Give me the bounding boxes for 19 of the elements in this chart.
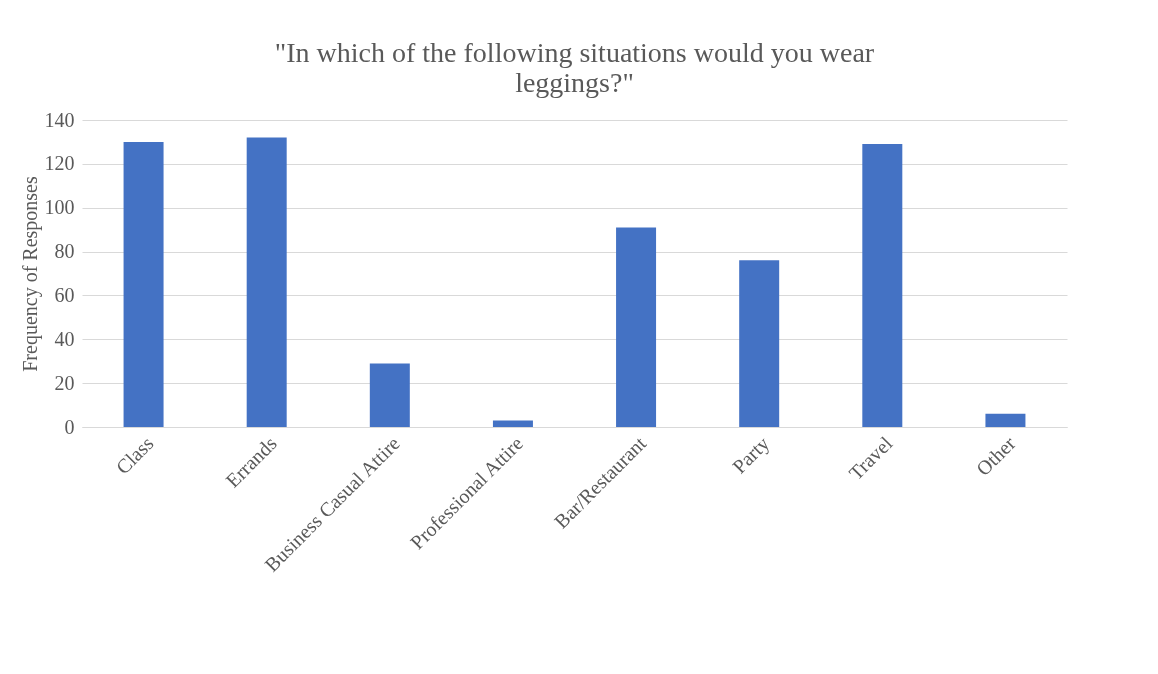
- bar: [492, 420, 533, 427]
- y-tick-label: 140: [44, 108, 75, 131]
- bar: [123, 141, 164, 427]
- bar: [862, 144, 903, 427]
- bar: [246, 137, 287, 427]
- chart-title: "In which of the following situations would you wear leggings?": [274, 37, 875, 98]
- bar: [369, 363, 410, 427]
- bar: [985, 413, 1026, 427]
- bar: [616, 227, 657, 427]
- x-tick-label: Class: [111, 431, 158, 479]
- y-axis-title: Frequency of Responses: [18, 176, 42, 372]
- y-tick-label: 20: [54, 371, 75, 394]
- y-tick-label: 0: [64, 415, 75, 438]
- y-tick-label: 80: [54, 240, 75, 263]
- y-tick-label: 60: [54, 283, 75, 306]
- y-tick-label: 120: [44, 152, 75, 175]
- y-tick-label: 100: [44, 196, 75, 219]
- bar: [739, 260, 780, 427]
- y-tick-label: 40: [54, 327, 75, 350]
